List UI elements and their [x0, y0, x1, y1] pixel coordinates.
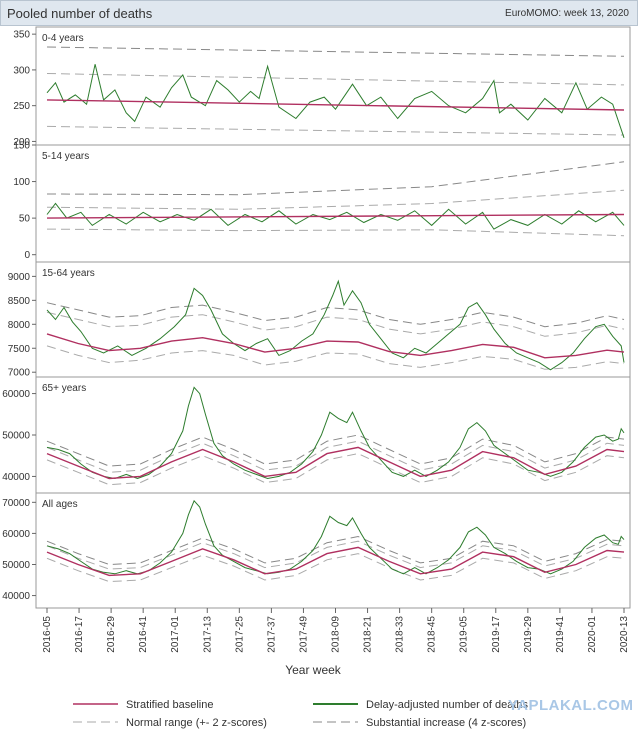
x-axis-label: Year week — [285, 663, 342, 677]
x-tick-label: 2018-33 — [395, 616, 406, 653]
y-tick-label: 200 — [13, 137, 30, 148]
x-tick-label: 2020-01 — [587, 616, 598, 653]
y-tick-label: 60000 — [2, 389, 30, 400]
y-tick-label: 100 — [13, 177, 30, 188]
normal-range-upper-line — [46, 73, 625, 86]
x-tick-label: 2016-17 — [74, 616, 85, 653]
y-tick-label: 60000 — [2, 529, 30, 540]
normal-range-upper-line — [46, 189, 625, 210]
substantial-increase-line — [46, 161, 625, 196]
y-tick-label: 350 — [13, 30, 30, 41]
x-tick-label: 2016-05 — [42, 616, 53, 653]
x-tick-label: 2020-13 — [619, 616, 630, 653]
chart-header: Pooled number of deaths EuroMOMO: week 1… — [0, 0, 638, 26]
panel-title: 5-14 years — [42, 151, 89, 162]
panel-title: 65+ years — [42, 383, 86, 394]
x-tick-label: 2017-49 — [298, 616, 309, 653]
baseline-line — [46, 213, 625, 219]
legend-label-substantial: Substantial increase (4 z-scores) — [366, 717, 526, 729]
panel-frame — [35, 492, 631, 609]
x-tick-label: 2017-13 — [202, 616, 213, 653]
baseline-line — [46, 546, 625, 577]
y-tick-label: 250 — [13, 101, 30, 112]
normal-range-lower-line — [46, 228, 625, 237]
x-tick-label: 2017-37 — [266, 616, 277, 653]
x-tick-label: 2016-29 — [106, 616, 117, 653]
y-tick-label: 40000 — [2, 591, 30, 602]
baseline-line — [46, 99, 625, 111]
normal-range-upper-line — [46, 540, 625, 570]
observed-deaths-line — [46, 64, 625, 138]
y-tick-label: 8500 — [8, 296, 31, 307]
x-tick-label: 2017-01 — [170, 616, 181, 653]
x-tick-label: 2019-41 — [555, 616, 566, 653]
normal-range-lower-line — [46, 345, 625, 370]
normal-range-lower-line — [46, 453, 625, 486]
y-tick-label: 7000 — [8, 368, 31, 379]
legend-label-normal: Normal range (+- 2 z-scores) — [126, 717, 267, 729]
y-tick-label: 9000 — [8, 272, 31, 283]
substantial-increase-line — [46, 434, 625, 467]
panel-frame — [35, 261, 631, 378]
y-tick-label: 50 — [19, 214, 31, 225]
panel-frame — [35, 144, 631, 263]
panel-title: 0-4 years — [42, 33, 84, 44]
y-tick-label: 8000 — [8, 320, 31, 331]
y-tick-label: 7500 — [8, 344, 31, 355]
watermark: YAPLAKAL.COM — [508, 697, 634, 714]
observed-deaths-line — [46, 202, 625, 230]
baseline-line — [46, 333, 625, 359]
x-tick-label: 2019-17 — [491, 616, 502, 653]
legend-label-observed: Delay-adjusted number of deaths — [366, 699, 529, 711]
x-tick-label: 2018-09 — [331, 616, 342, 653]
chart-subtitle: EuroMOMO: week 13, 2020 — [505, 8, 629, 19]
baseline-line — [46, 446, 625, 480]
y-tick-label: 0 — [24, 250, 30, 261]
normal-range-upper-line — [46, 311, 625, 337]
x-tick-label: 2018-21 — [363, 616, 374, 653]
panel-title: 15-64 years — [42, 268, 95, 279]
y-tick-label: 300 — [13, 65, 30, 76]
substantial-increase-line — [46, 535, 625, 566]
panel-frame — [35, 26, 631, 146]
panel-frame — [35, 376, 631, 494]
x-tick-label: 2019-05 — [459, 616, 470, 653]
substantial-increase-line — [46, 46, 625, 57]
x-tick-label: 2018-45 — [427, 616, 438, 653]
normal-range-upper-line — [46, 440, 625, 473]
normal-range-lower-line — [46, 125, 625, 136]
y-tick-label: 150 — [13, 141, 30, 152]
y-tick-label: 50000 — [2, 560, 30, 571]
x-tick-label: 2017-25 — [234, 616, 245, 653]
y-tick-label: 40000 — [2, 472, 30, 483]
x-tick-label: 2019-29 — [523, 616, 534, 653]
normal-range-lower-line — [46, 553, 625, 583]
substantial-increase-line — [46, 302, 625, 328]
x-tick-label: 2016-41 — [138, 616, 149, 653]
y-tick-label: 50000 — [2, 431, 30, 442]
observed-deaths-line — [46, 279, 625, 371]
panel-title: All ages — [42, 499, 78, 510]
legend-label-baseline: Stratified baseline — [126, 699, 213, 711]
y-tick-label: 70000 — [2, 498, 30, 509]
chart-title: Pooled number of deaths — [7, 6, 153, 21]
